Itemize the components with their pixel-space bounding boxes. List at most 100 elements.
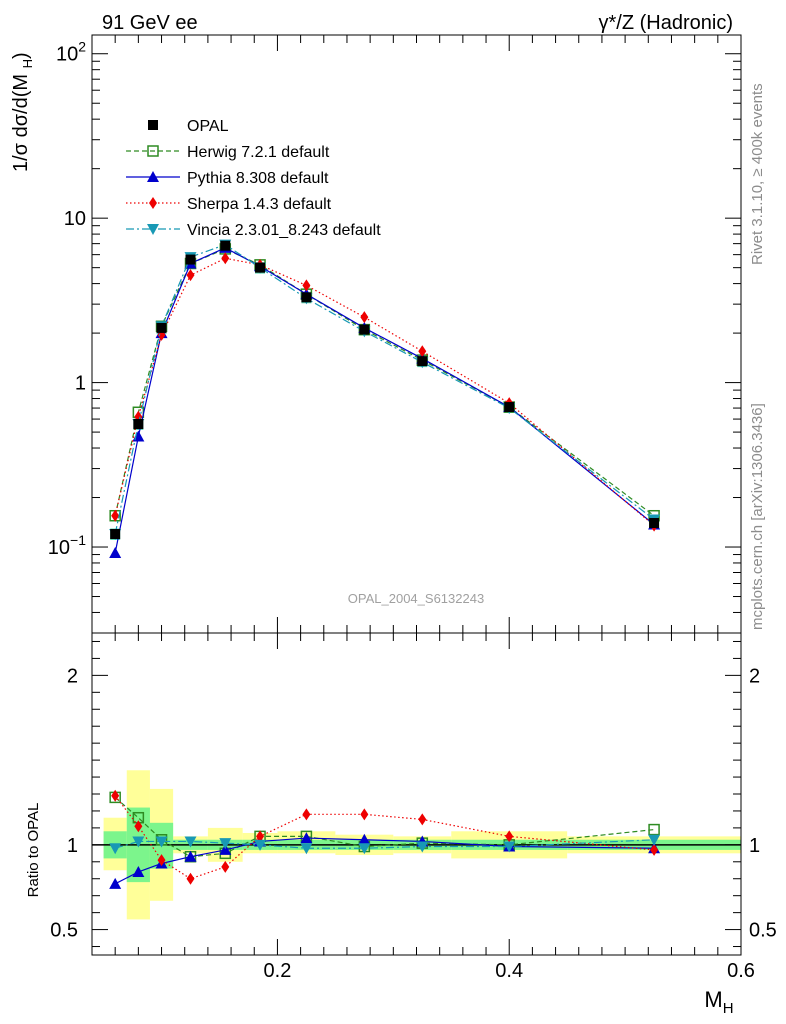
ratio-point-sherpa — [134, 820, 143, 833]
top-point-pythia — [109, 546, 122, 558]
ratio-point-vincia — [219, 838, 232, 850]
ratio-point-pythia — [132, 865, 145, 877]
header-right: γ*/Z (Hadronic) — [599, 12, 733, 34]
top-line-vincia — [114, 243, 655, 535]
top-y-axis-label-text: 1/σ dσ/d(M — [10, 74, 32, 172]
top-point-opal — [301, 292, 312, 303]
top-y-tick-label: 1 — [75, 373, 86, 395]
x-tick-label: 0.2 — [264, 960, 292, 982]
axes-layer: 10−1 1 10 102 0.2 0.4 0.6 MH 0.5 0.5 1 1 2 2 — [48, 34, 777, 1017]
top-series-herwig — [109, 243, 660, 522]
legend-marker-opal — [148, 120, 158, 130]
legend-marker-pythia — [147, 171, 159, 182]
legend-label-sherpa: Sherpa 1.4.3 default — [187, 196, 332, 213]
legend-label-pythia: Pythia 8.308 default — [187, 170, 329, 187]
top-point-opal — [255, 262, 266, 273]
top-y-tick-label: 10−1 — [48, 532, 86, 559]
ylabel-close: ) — [10, 52, 32, 59]
top-point-opal — [110, 529, 121, 540]
top-line-sherpa — [114, 257, 655, 527]
ratio-point-vincia — [648, 834, 661, 846]
ratio-point-vincia — [358, 843, 371, 855]
header-left: 91 GeV ee — [102, 12, 198, 34]
top-point-sherpa — [111, 509, 120, 522]
mcplots-label: mcplots.cern.ch [arXiv:1306.3436] — [749, 403, 766, 630]
legend-label-herwig: Herwig 7.2.1 default — [187, 144, 330, 161]
ylabel-subscript: H — [20, 59, 35, 68]
ratio-y-axis-label: Ratio to OPAL — [25, 803, 42, 898]
top-panel-bands — [110, 240, 660, 540]
top-point-opal — [417, 356, 428, 367]
top-point-opal — [133, 418, 144, 429]
legend-label-opal: OPAL — [187, 118, 229, 135]
x-tick-label: 0.4 — [495, 960, 523, 982]
ratio-point-sherpa — [186, 872, 195, 885]
top-series-vincia — [109, 239, 661, 541]
top-point-sherpa — [360, 311, 369, 324]
x-tick-label: 0.6 — [727, 960, 755, 982]
ratio-point-sherpa — [221, 860, 230, 873]
ratio-point-sherpa — [302, 808, 311, 821]
ratio-point-sherpa — [157, 854, 166, 867]
ratio-y-tick-label-right: 0.5 — [749, 920, 777, 942]
ratio-point-sherpa — [256, 830, 265, 843]
top-y-tick-label: 102 — [56, 39, 86, 66]
top-point-sherpa — [418, 345, 427, 358]
ratio-y-tick-label: 2 — [67, 665, 78, 687]
ratio-point-vincia — [300, 843, 313, 855]
ratio-point-vincia — [132, 836, 145, 848]
ratio-y-tick-label-right: 1 — [749, 835, 760, 857]
top-y-tick-exponent: 2 — [78, 39, 86, 55]
ratio-point-herwig — [648, 823, 660, 836]
ratio-point-vincia — [254, 839, 267, 851]
ratio-point-sherpa — [650, 843, 659, 856]
ratio-point-vincia — [109, 843, 122, 855]
x-axis-label-subscript: H — [723, 1000, 734, 1017]
ratio-y-tick-label: 0.5 — [50, 920, 78, 942]
top-point-opal — [359, 324, 370, 335]
ratio-point-pythia — [358, 833, 371, 845]
top-point-sherpa — [302, 279, 311, 292]
top-y-tick-exponent: −1 — [70, 532, 86, 548]
legend-marker-vincia — [147, 224, 159, 235]
ratio-point-pythia — [109, 877, 122, 889]
top-point-sherpa — [186, 269, 195, 282]
legend-marker-sherpa — [149, 197, 157, 209]
ratio-y-tick-label-right: 2 — [749, 665, 760, 687]
ratio-point-pythia — [300, 832, 313, 844]
top-series-opal — [110, 240, 660, 540]
top-y-axis-label: 1/σ dσ/d(M H) — [10, 52, 35, 172]
ratio-point-vincia — [503, 841, 516, 853]
ratio-y-tick-label: 1 — [67, 835, 78, 857]
legend: OPAL Herwig 7.2.1 default Pythia 8.308 def… — [126, 118, 381, 239]
top-series-sherpa — [111, 252, 659, 532]
x-axis-label: MH — [704, 987, 733, 1017]
ratio-panel-frame — [91, 632, 742, 956]
top-y-tick-label: 10 — [64, 208, 86, 230]
top-series-pythia — [109, 241, 661, 558]
legend-marker-herwig — [147, 145, 159, 157]
ratio-point-sherpa — [505, 830, 514, 843]
top-line-herwig — [114, 248, 655, 517]
ratio-point-sherpa — [111, 789, 120, 802]
ratio-point-vincia — [155, 836, 168, 848]
top-point-pythia — [132, 430, 145, 442]
ratio-point-sherpa — [418, 813, 427, 826]
rivet-label: Rivet 3.1.10, ≥ 400k events — [749, 83, 766, 265]
top-point-sherpa — [221, 252, 230, 265]
top-point-opal — [504, 402, 515, 413]
ratio-series-vincia — [109, 834, 661, 855]
top-point-opal — [156, 322, 167, 333]
top-point-opal — [220, 240, 231, 251]
top-point-opal — [185, 254, 196, 265]
watermark: OPAL_2004_S6132243 — [348, 591, 484, 606]
ratio-point-pythia — [184, 850, 197, 862]
top-line-pythia — [114, 247, 655, 554]
ratio-series-sherpa — [111, 789, 659, 885]
ratio-point-pythia — [219, 843, 232, 855]
ratio-point-vincia — [184, 836, 197, 848]
series-layer — [109, 239, 661, 889]
ratio-point-vincia — [416, 841, 429, 853]
top-point-opal — [649, 517, 660, 528]
